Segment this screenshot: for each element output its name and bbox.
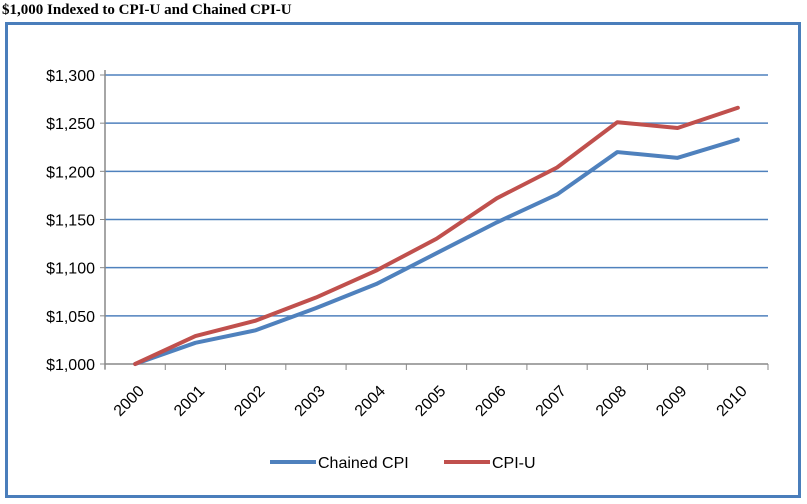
series-line-chained-cpi — [133, 137, 740, 366]
x-tick-label: 2008 — [593, 383, 630, 420]
y-tick-label: $1,100 — [46, 261, 95, 278]
x-tick-label: 2001 — [171, 383, 208, 420]
x-tick-label: 2000 — [111, 383, 148, 420]
x-tick-label: 2004 — [352, 383, 389, 420]
x-tick-label: 2005 — [412, 383, 449, 420]
series-line-cpi-u — [133, 105, 740, 366]
y-tick-label: $1,050 — [46, 309, 95, 326]
y-tick-label: $1,300 — [46, 68, 95, 85]
x-tick-label: 2007 — [533, 383, 570, 420]
y-tick-label: $1,200 — [46, 164, 95, 181]
chart-frame — [5, 22, 801, 498]
legend-label: CPI-U — [492, 455, 536, 472]
chart-title: $1,000 Indexed to CPI-U and Chained CPI-… — [2, 2, 292, 18]
y-tick-label: $1,150 — [46, 213, 95, 230]
legend-label: Chained CPI — [318, 455, 409, 472]
x-tick-label: 2009 — [653, 383, 690, 420]
x-tick-label: 2003 — [292, 383, 329, 420]
y-tick-label: $1,250 — [46, 116, 95, 133]
x-tick-label: 2002 — [231, 383, 268, 420]
x-tick-label: 2010 — [714, 383, 751, 420]
x-tick-label: 2006 — [472, 383, 509, 420]
y-tick-label: $1,000 — [46, 357, 95, 374]
